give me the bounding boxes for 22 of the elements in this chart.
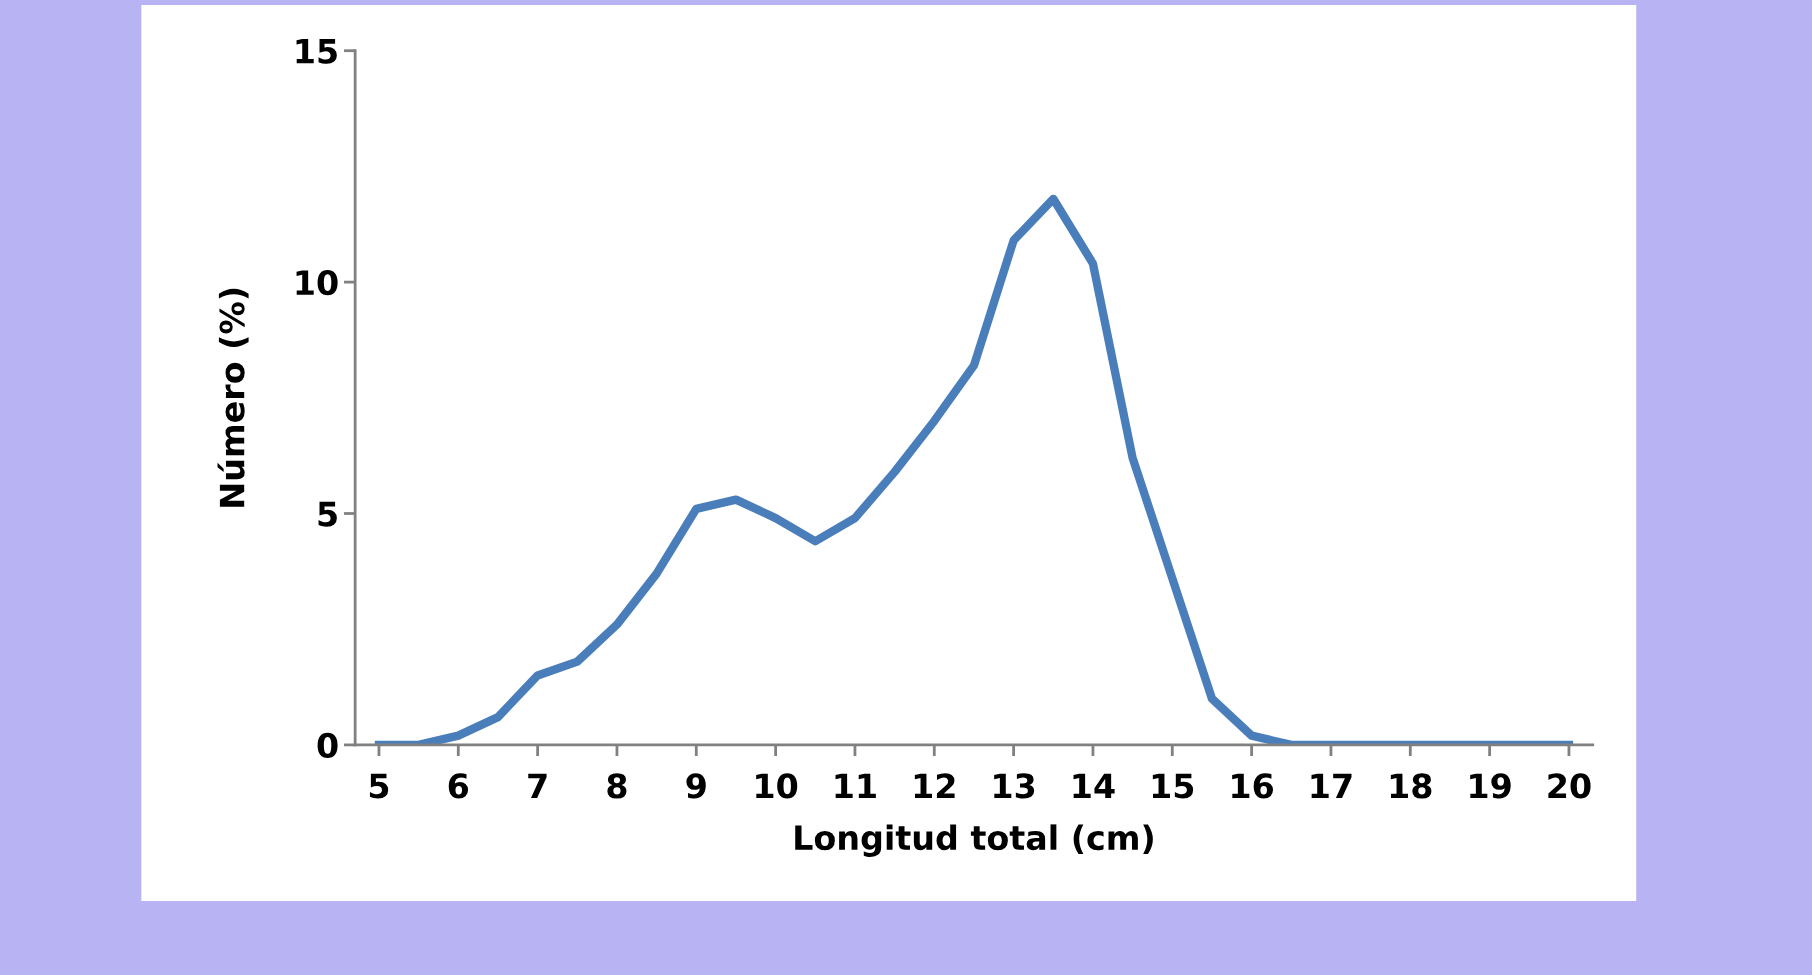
y-tick-label: 10 (296, 270, 338, 296)
x-tick-label: 14 (1073, 773, 1115, 799)
y-tick-label: 5 (318, 501, 337, 527)
x-tick-label: 15 (1152, 773, 1194, 799)
x-tick-label: 8 (607, 773, 627, 799)
y-tick-label: 15 (296, 39, 337, 64)
x-tick-label: 10 (756, 773, 798, 799)
x-tick-label: 18 (1390, 773, 1432, 799)
x-tick-label: 20 (1548, 773, 1591, 799)
x-axis-title: Longitud total (cm) (795, 824, 1153, 857)
x-tick-label: 13 (994, 773, 1035, 799)
x-tick-label: 16 (1232, 773, 1274, 799)
x-tick-label: 6 (448, 773, 469, 799)
x-tick-label: 7 (528, 773, 547, 799)
x-tick-label: 11 (835, 773, 876, 799)
x-tick-label: 17 (1311, 773, 1352, 799)
y-axis-title: Número (%) (217, 288, 249, 507)
x-tick-label: 5 (369, 773, 389, 799)
y-tick-label: 0 (317, 732, 338, 759)
x-tick-label: 12 (914, 773, 955, 799)
x-tick-label: 9 (686, 773, 706, 799)
x-tick-label: 19 (1470, 773, 1511, 799)
